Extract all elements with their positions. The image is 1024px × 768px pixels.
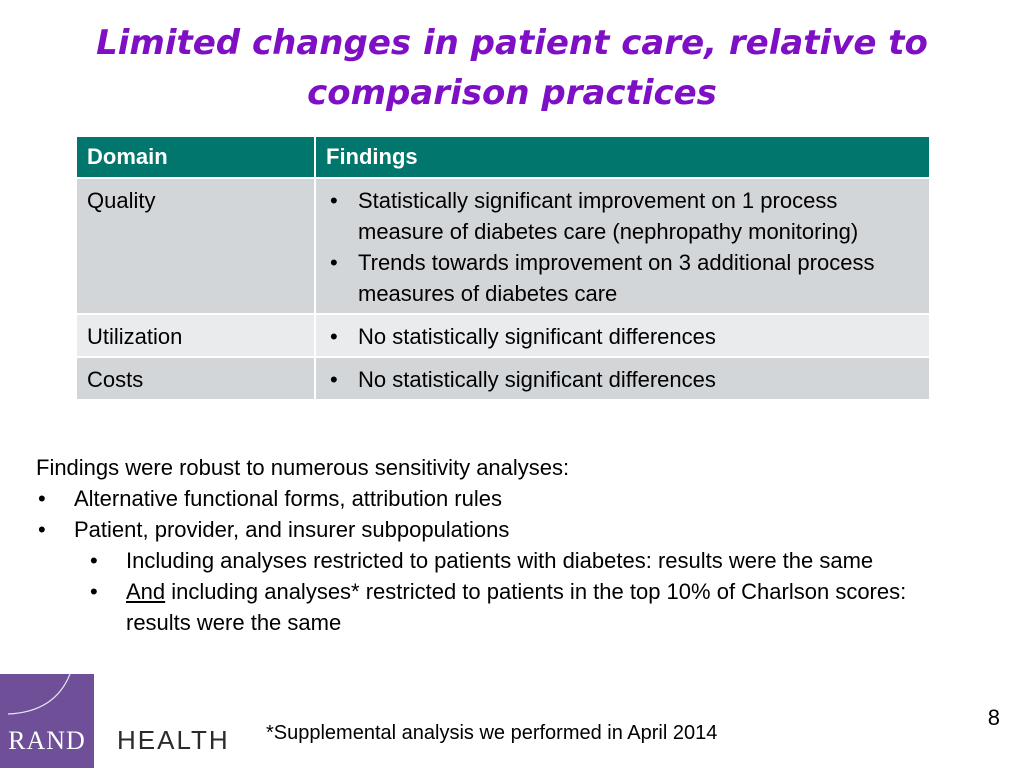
finding-item: No statistically significant differences [326,364,919,395]
table-row: Costs No statistically significant diffe… [77,356,931,399]
findings-cell: Statistically significant improvement on… [315,177,931,314]
notes-list: Alternative functional forms, attributio… [36,483,956,638]
rand-logo: RAND [0,674,94,768]
domain-cell: Costs [77,356,316,399]
notes-item-label: Patient, provider, and insurer subpopula… [74,517,510,542]
finding-item: Statistically significant improvement on… [326,185,919,247]
notes-item: Alternative functional forms, attributio… [36,483,956,514]
notes-subitem-rest: including analyses* restricted to patien… [126,579,907,635]
footnote: *Supplemental analysis we performed in A… [266,722,718,744]
notes-intro: Findings were robust to numerous sensiti… [36,455,570,480]
emphasis-and: And [126,579,166,604]
domain-cell: Utilization [77,313,316,357]
findings-cell: No statistically significant differences [315,356,931,399]
notes-subitem: Including analyses restricted to patient… [88,545,956,576]
logo-division: HEALTH [117,725,230,755]
table-header-row: Domain Findings [77,137,931,178]
notes-subitem: And including analyses* restricted to pa… [88,576,956,638]
logo-brand: RAND [8,726,86,755]
sensitivity-notes: Findings were robust to numerous sensiti… [36,452,956,638]
rand-logo-arc-icon [7,674,71,715]
finding-item: Trends towards improvement on 3 addition… [326,247,919,309]
domain-cell: Quality [77,177,316,314]
findings-cell: No statistically significant differences [315,313,931,357]
page-number: 8 [987,705,1000,730]
table-row: Utilization No statistically significant… [77,313,931,357]
table-row: Quality Statistically significant improv… [77,177,931,314]
header-findings: Findings [315,137,931,178]
slide-title: Limited changes in patient care, relativ… [96,23,928,113]
findings-table: Domain Findings Quality Statistically si… [77,137,931,399]
notes-item: Patient, provider, and insurer subpopula… [36,514,956,638]
notes-sublist: Including analyses restricted to patient… [74,545,956,638]
finding-item: No statistically significant differences [326,321,919,352]
header-domain: Domain [77,137,316,178]
